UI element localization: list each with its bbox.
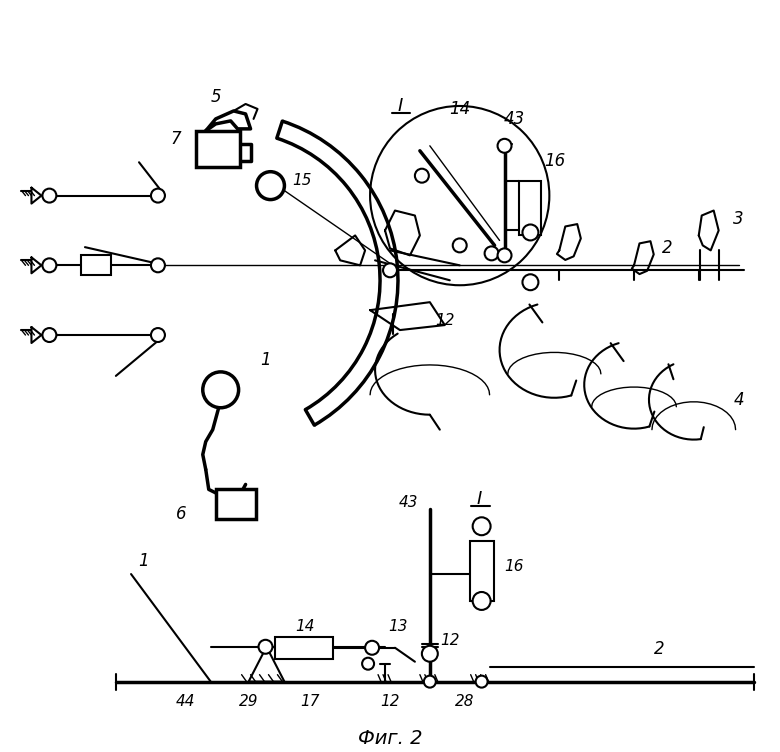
Circle shape: [257, 171, 285, 199]
Text: 13: 13: [388, 620, 408, 635]
Bar: [196, 131, 239, 167]
Bar: [216, 490, 256, 520]
Text: 14: 14: [296, 620, 315, 635]
Polygon shape: [31, 188, 41, 204]
Circle shape: [415, 168, 429, 183]
Text: 12: 12: [381, 694, 399, 709]
Text: 16: 16: [544, 152, 566, 170]
Circle shape: [370, 106, 549, 285]
Text: 43: 43: [399, 495, 418, 510]
Text: 43: 43: [504, 110, 525, 128]
Text: 1: 1: [139, 552, 149, 570]
Circle shape: [498, 139, 512, 153]
Circle shape: [42, 189, 56, 202]
Polygon shape: [370, 302, 445, 330]
Polygon shape: [31, 257, 41, 273]
Circle shape: [476, 675, 488, 687]
Text: I: I: [477, 490, 482, 508]
Text: 1: 1: [261, 351, 271, 369]
Text: 17: 17: [300, 694, 320, 709]
Circle shape: [383, 263, 397, 277]
Polygon shape: [31, 327, 41, 343]
Text: 7: 7: [171, 130, 181, 148]
Polygon shape: [557, 224, 581, 260]
Text: I: I: [397, 97, 402, 115]
Circle shape: [498, 248, 512, 262]
Circle shape: [452, 238, 466, 253]
Polygon shape: [632, 241, 654, 274]
Circle shape: [362, 658, 374, 670]
Text: 28: 28: [455, 694, 474, 709]
Bar: [470, 541, 494, 601]
Text: 5: 5: [211, 88, 221, 106]
Circle shape: [151, 328, 165, 342]
Circle shape: [365, 641, 379, 655]
Polygon shape: [385, 211, 420, 256]
Text: 44: 44: [176, 694, 196, 709]
Circle shape: [473, 517, 491, 535]
Text: 12: 12: [435, 313, 455, 328]
Circle shape: [422, 646, 438, 662]
Circle shape: [484, 247, 498, 260]
Text: 15: 15: [292, 173, 312, 188]
Polygon shape: [699, 211, 718, 250]
Circle shape: [473, 592, 491, 610]
Text: Фиг. 2: Фиг. 2: [358, 729, 422, 748]
Circle shape: [42, 328, 56, 342]
Bar: [275, 637, 333, 659]
Text: 6: 6: [176, 505, 186, 523]
Circle shape: [523, 225, 538, 241]
Text: 4: 4: [733, 391, 744, 409]
Text: 14: 14: [449, 100, 470, 118]
Circle shape: [151, 259, 165, 272]
Text: 2: 2: [661, 239, 672, 257]
Circle shape: [203, 372, 239, 408]
Bar: [519, 180, 541, 235]
Circle shape: [523, 274, 538, 290]
Text: 12: 12: [440, 633, 459, 648]
Text: 29: 29: [239, 694, 258, 709]
Text: 3: 3: [733, 210, 744, 228]
Polygon shape: [335, 235, 365, 265]
Circle shape: [42, 259, 56, 272]
Text: 16: 16: [505, 559, 524, 574]
Bar: [81, 256, 111, 275]
Circle shape: [258, 640, 272, 653]
Circle shape: [424, 675, 436, 687]
Circle shape: [151, 189, 165, 202]
Text: 2: 2: [654, 640, 665, 658]
